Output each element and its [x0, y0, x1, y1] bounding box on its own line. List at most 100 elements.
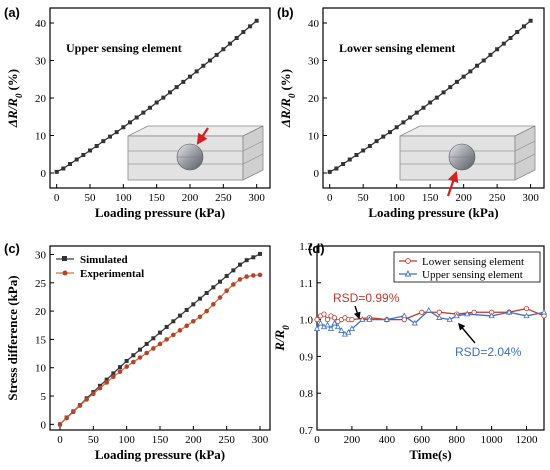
upper-element-point — [464, 310, 471, 317]
experimental-point — [97, 385, 103, 391]
legend-lower-marker — [405, 258, 411, 264]
simulated-point — [244, 258, 249, 263]
y-axis-label: ΔR/R0 (%) — [278, 69, 297, 128]
response-point — [515, 30, 520, 34]
simulated-point — [251, 255, 256, 260]
inset-box-top — [399, 125, 536, 137]
response-point — [521, 24, 526, 29]
y-tick-label: 1.2 — [299, 241, 313, 253]
simulated-point — [178, 313, 182, 318]
x-tick-label: 250 — [215, 192, 232, 204]
y-tick-label: 40 — [308, 18, 320, 30]
sphere-in-box-icon — [127, 125, 264, 181]
x-tick-label: 200 — [182, 192, 199, 204]
legend-upper-marker — [404, 269, 412, 277]
y-axis-label-unit: (%) — [5, 69, 20, 91]
response-point — [168, 90, 172, 95]
experimental-point — [64, 415, 69, 421]
inset-arrow — [446, 170, 459, 197]
simulated-point — [211, 285, 216, 290]
response-point — [501, 41, 506, 46]
x-tick-label: 400 — [379, 434, 396, 446]
x-tick-label: 200 — [344, 434, 361, 446]
panel-d: (d) 0 200 400 600 800 1000 1200 0.7 0.8 0.9 1.0 1.1 1… — [272, 241, 548, 462]
upper-element-point — [317, 319, 324, 326]
experimental-point — [104, 380, 109, 385]
x-tick-label: 100 — [115, 192, 132, 204]
upper-element-point — [488, 312, 495, 319]
x-tick-label: 0 — [57, 434, 63, 446]
response-point — [414, 110, 419, 115]
x-tick-label: 300 — [522, 192, 539, 204]
experimental-point — [177, 328, 183, 333]
panel-label: (b) — [277, 5, 294, 20]
lower-element-point — [324, 316, 331, 323]
upper-element-point — [338, 327, 345, 333]
response-point — [241, 30, 246, 34]
response-point — [101, 139, 106, 144]
inset-layer-line — [514, 140, 536, 152]
x-tick-label: 150 — [422, 192, 439, 204]
x-tick-label: 50 — [85, 192, 97, 204]
y-tick-label: 0.7 — [299, 425, 313, 437]
y-tick-label: 20 — [35, 306, 47, 318]
x-tick-label: 0 — [54, 192, 60, 204]
response-point — [174, 85, 179, 90]
upper-element-point — [401, 312, 408, 319]
rsd-lower-annotation: RSD=0.99% — [333, 291, 400, 305]
x-tick-label: 0 — [327, 192, 333, 204]
y-tick-label: 10 — [35, 131, 47, 143]
y-tick-label: 15 — [35, 334, 47, 346]
lower-element-point — [349, 316, 355, 323]
response-point — [154, 100, 159, 105]
upper-element-point — [453, 312, 460, 319]
x-axis-label: Loading pressure (kPa) — [95, 205, 225, 220]
panel-label: (a) — [4, 5, 20, 20]
response-point — [341, 162, 346, 166]
experimental-point — [144, 350, 149, 356]
y-tick-label: 1.1 — [299, 278, 313, 290]
experimental-point — [117, 369, 123, 374]
upper-element-point — [327, 325, 335, 332]
simulated-point — [138, 347, 142, 352]
upper-element-point — [523, 312, 530, 319]
lower-element-point — [321, 311, 327, 317]
panel-label: (c) — [4, 241, 20, 256]
response-point — [421, 105, 426, 110]
response-point — [61, 166, 66, 171]
y-axis-label-sub: 0 — [14, 93, 24, 98]
y-tick-label: 30 — [35, 56, 47, 68]
upper-element-point — [383, 316, 390, 322]
simulated-point — [184, 307, 189, 312]
response-point — [121, 125, 126, 130]
x-tick-label: 250 — [489, 192, 506, 204]
response-point — [381, 134, 386, 139]
simulated-point — [158, 330, 162, 335]
y-tick-label: 1.0 — [299, 315, 313, 327]
response-point — [434, 95, 439, 100]
simulated-point — [191, 302, 196, 307]
y-axis-label-unit: (%) — [278, 69, 293, 91]
x-tick-label: 100 — [118, 434, 135, 446]
lower-element-point — [471, 309, 477, 315]
rsd-upper-arrow — [458, 322, 476, 344]
y-tick-label: 0.8 — [299, 388, 313, 400]
simulated-point — [224, 274, 229, 279]
simulated-point — [151, 336, 156, 341]
experimental-point — [251, 273, 256, 278]
lower-element-point — [436, 309, 442, 315]
response-point — [181, 79, 186, 84]
rsd-lower-arrow — [353, 305, 361, 320]
x-tick-label: 600 — [414, 434, 431, 446]
response-point — [367, 144, 372, 148]
experimental-point — [237, 277, 243, 282]
response-point — [74, 157, 79, 162]
upper-element-point — [506, 308, 513, 315]
experimental-point — [151, 346, 156, 351]
upper-element-point — [540, 308, 548, 315]
inset-layer-line — [514, 153, 536, 165]
response-point — [208, 58, 212, 63]
response-point — [161, 95, 166, 100]
upper-element-point — [348, 325, 355, 332]
response-point — [408, 115, 413, 120]
